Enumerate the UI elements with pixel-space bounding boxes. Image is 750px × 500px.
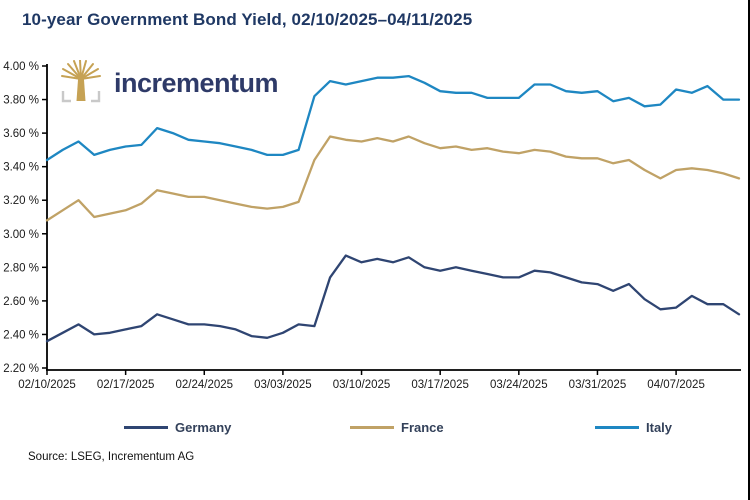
source-note: Source: LSEG, Incrementum AG — [28, 451, 195, 463]
y-axis-tick-label: 4.00 % — [3, 61, 39, 73]
y-axis-tick-label: 3.80 % — [3, 95, 39, 107]
tree-icon — [61, 60, 101, 103]
y-axis-tick-label: 3.60 % — [3, 128, 39, 140]
italy-line-swatch — [595, 425, 639, 429]
legend-label-france: France — [401, 419, 444, 435]
france-line-swatch — [350, 425, 394, 429]
x-axis-tick-label: 03/17/2025 — [411, 379, 469, 391]
legend-label-germany: Germany — [175, 419, 232, 435]
y-axis-tick-label: 2.40 % — [3, 329, 39, 341]
x-axis-tick-label: 02/17/2025 — [97, 379, 155, 391]
x-axis-tick-label: 03/24/2025 — [490, 379, 548, 391]
logo-wordmark: incrementum — [114, 67, 279, 98]
x-axis-tick-label: 04/07/2025 — [647, 379, 705, 391]
series-line-france — [45, 135, 741, 222]
y-axis-tick-label: 2.60 % — [3, 296, 39, 308]
germany-line-swatch — [124, 425, 168, 429]
y-axis-tick-label: 2.20 % — [3, 363, 39, 375]
y-axis-tick-label: 2.80 % — [3, 262, 39, 274]
y-axis-tick-label: 3.40 % — [3, 162, 39, 174]
y-axis-tick-label: 3.20 % — [3, 195, 39, 207]
series-line-italy — [45, 74, 741, 162]
legend-item-italy: Italy — [595, 417, 672, 437]
tree-trunk — [76, 77, 86, 101]
x-axis-tick-label: 03/31/2025 — [569, 379, 627, 391]
legend-item-germany: Germany — [124, 417, 231, 437]
series-line-germany — [45, 254, 741, 343]
y-axis-tick-label: 3.00 % — [3, 229, 39, 241]
chart-legend: Germany France Italy — [0, 417, 748, 437]
legend-item-france: France — [350, 417, 444, 437]
x-axis-tick-label: 03/03/2025 — [254, 379, 312, 391]
legend-label-italy: Italy — [646, 419, 673, 435]
page-title: 10-year Government Bond Yield, 02/10/202… — [22, 10, 473, 29]
incrementum-logo: incrementum — [60, 60, 279, 106]
x-axis-tick-label: 02/24/2025 — [175, 379, 233, 391]
x-axis-tick-label: 02/10/2025 — [18, 379, 76, 391]
x-axis-tick-label: 03/10/2025 — [333, 379, 391, 391]
